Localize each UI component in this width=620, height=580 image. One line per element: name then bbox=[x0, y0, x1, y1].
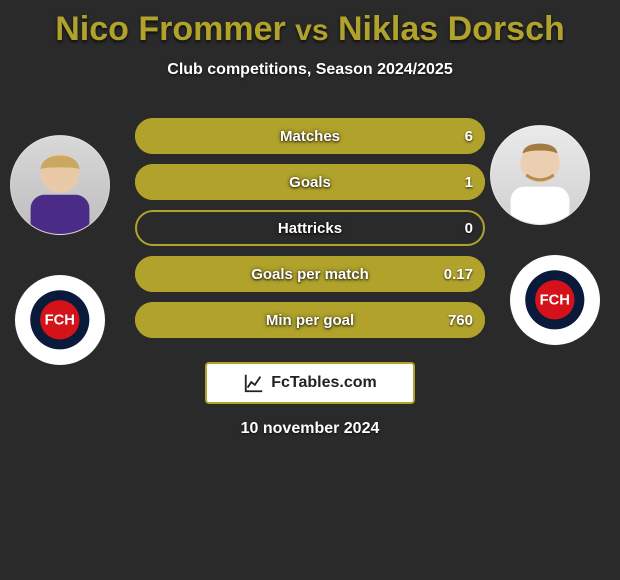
site-name: FcTables.com bbox=[271, 374, 377, 392]
stat-right-value: 6 bbox=[465, 118, 473, 154]
stat-row: Matches6 bbox=[135, 118, 485, 154]
stat-right-value: 760 bbox=[448, 302, 473, 338]
club-right-badge: FCH bbox=[510, 255, 600, 345]
person-icon bbox=[491, 126, 589, 224]
stat-label: Matches bbox=[135, 118, 485, 154]
player-left-avatar bbox=[10, 135, 110, 235]
stats-group: Matches6Goals1Hattricks0Goals per match0… bbox=[135, 118, 485, 348]
stat-label: Min per goal bbox=[135, 302, 485, 338]
stat-row: Min per goal760 bbox=[135, 302, 485, 338]
club-crest-icon: FCH bbox=[29, 289, 91, 351]
subtitle: Club competitions, Season 2024/2025 bbox=[0, 61, 620, 79]
date-text: 10 november 2024 bbox=[0, 420, 620, 438]
person-icon bbox=[11, 136, 109, 234]
stat-label: Goals per match bbox=[135, 256, 485, 292]
stat-label: Goals bbox=[135, 164, 485, 200]
page-title: Nico Frommer vs Niklas Dorsch bbox=[0, 0, 620, 49]
stat-right-value: 0.17 bbox=[444, 256, 473, 292]
comparison-card: Nico Frommer vs Niklas Dorsch Club compe… bbox=[0, 0, 620, 580]
stat-right-value: 0 bbox=[465, 210, 473, 246]
title-vs: vs bbox=[295, 14, 328, 47]
svg-text:FCH: FCH bbox=[45, 313, 75, 329]
stat-row: Goals per match0.17 bbox=[135, 256, 485, 292]
club-crest-icon: FCH bbox=[524, 269, 586, 331]
stat-label: Hattricks bbox=[135, 210, 485, 246]
title-player2: Niklas Dorsch bbox=[338, 10, 565, 48]
player-right-avatar bbox=[490, 125, 590, 225]
svg-text:FCH: FCH bbox=[540, 293, 570, 309]
stat-row: Hattricks0 bbox=[135, 210, 485, 246]
stat-right-value: 1 bbox=[465, 164, 473, 200]
chart-icon bbox=[243, 372, 265, 394]
club-left-badge: FCH bbox=[15, 275, 105, 365]
site-badge: FcTables.com bbox=[205, 362, 415, 404]
stat-row: Goals1 bbox=[135, 164, 485, 200]
title-player1: Nico Frommer bbox=[55, 10, 286, 48]
